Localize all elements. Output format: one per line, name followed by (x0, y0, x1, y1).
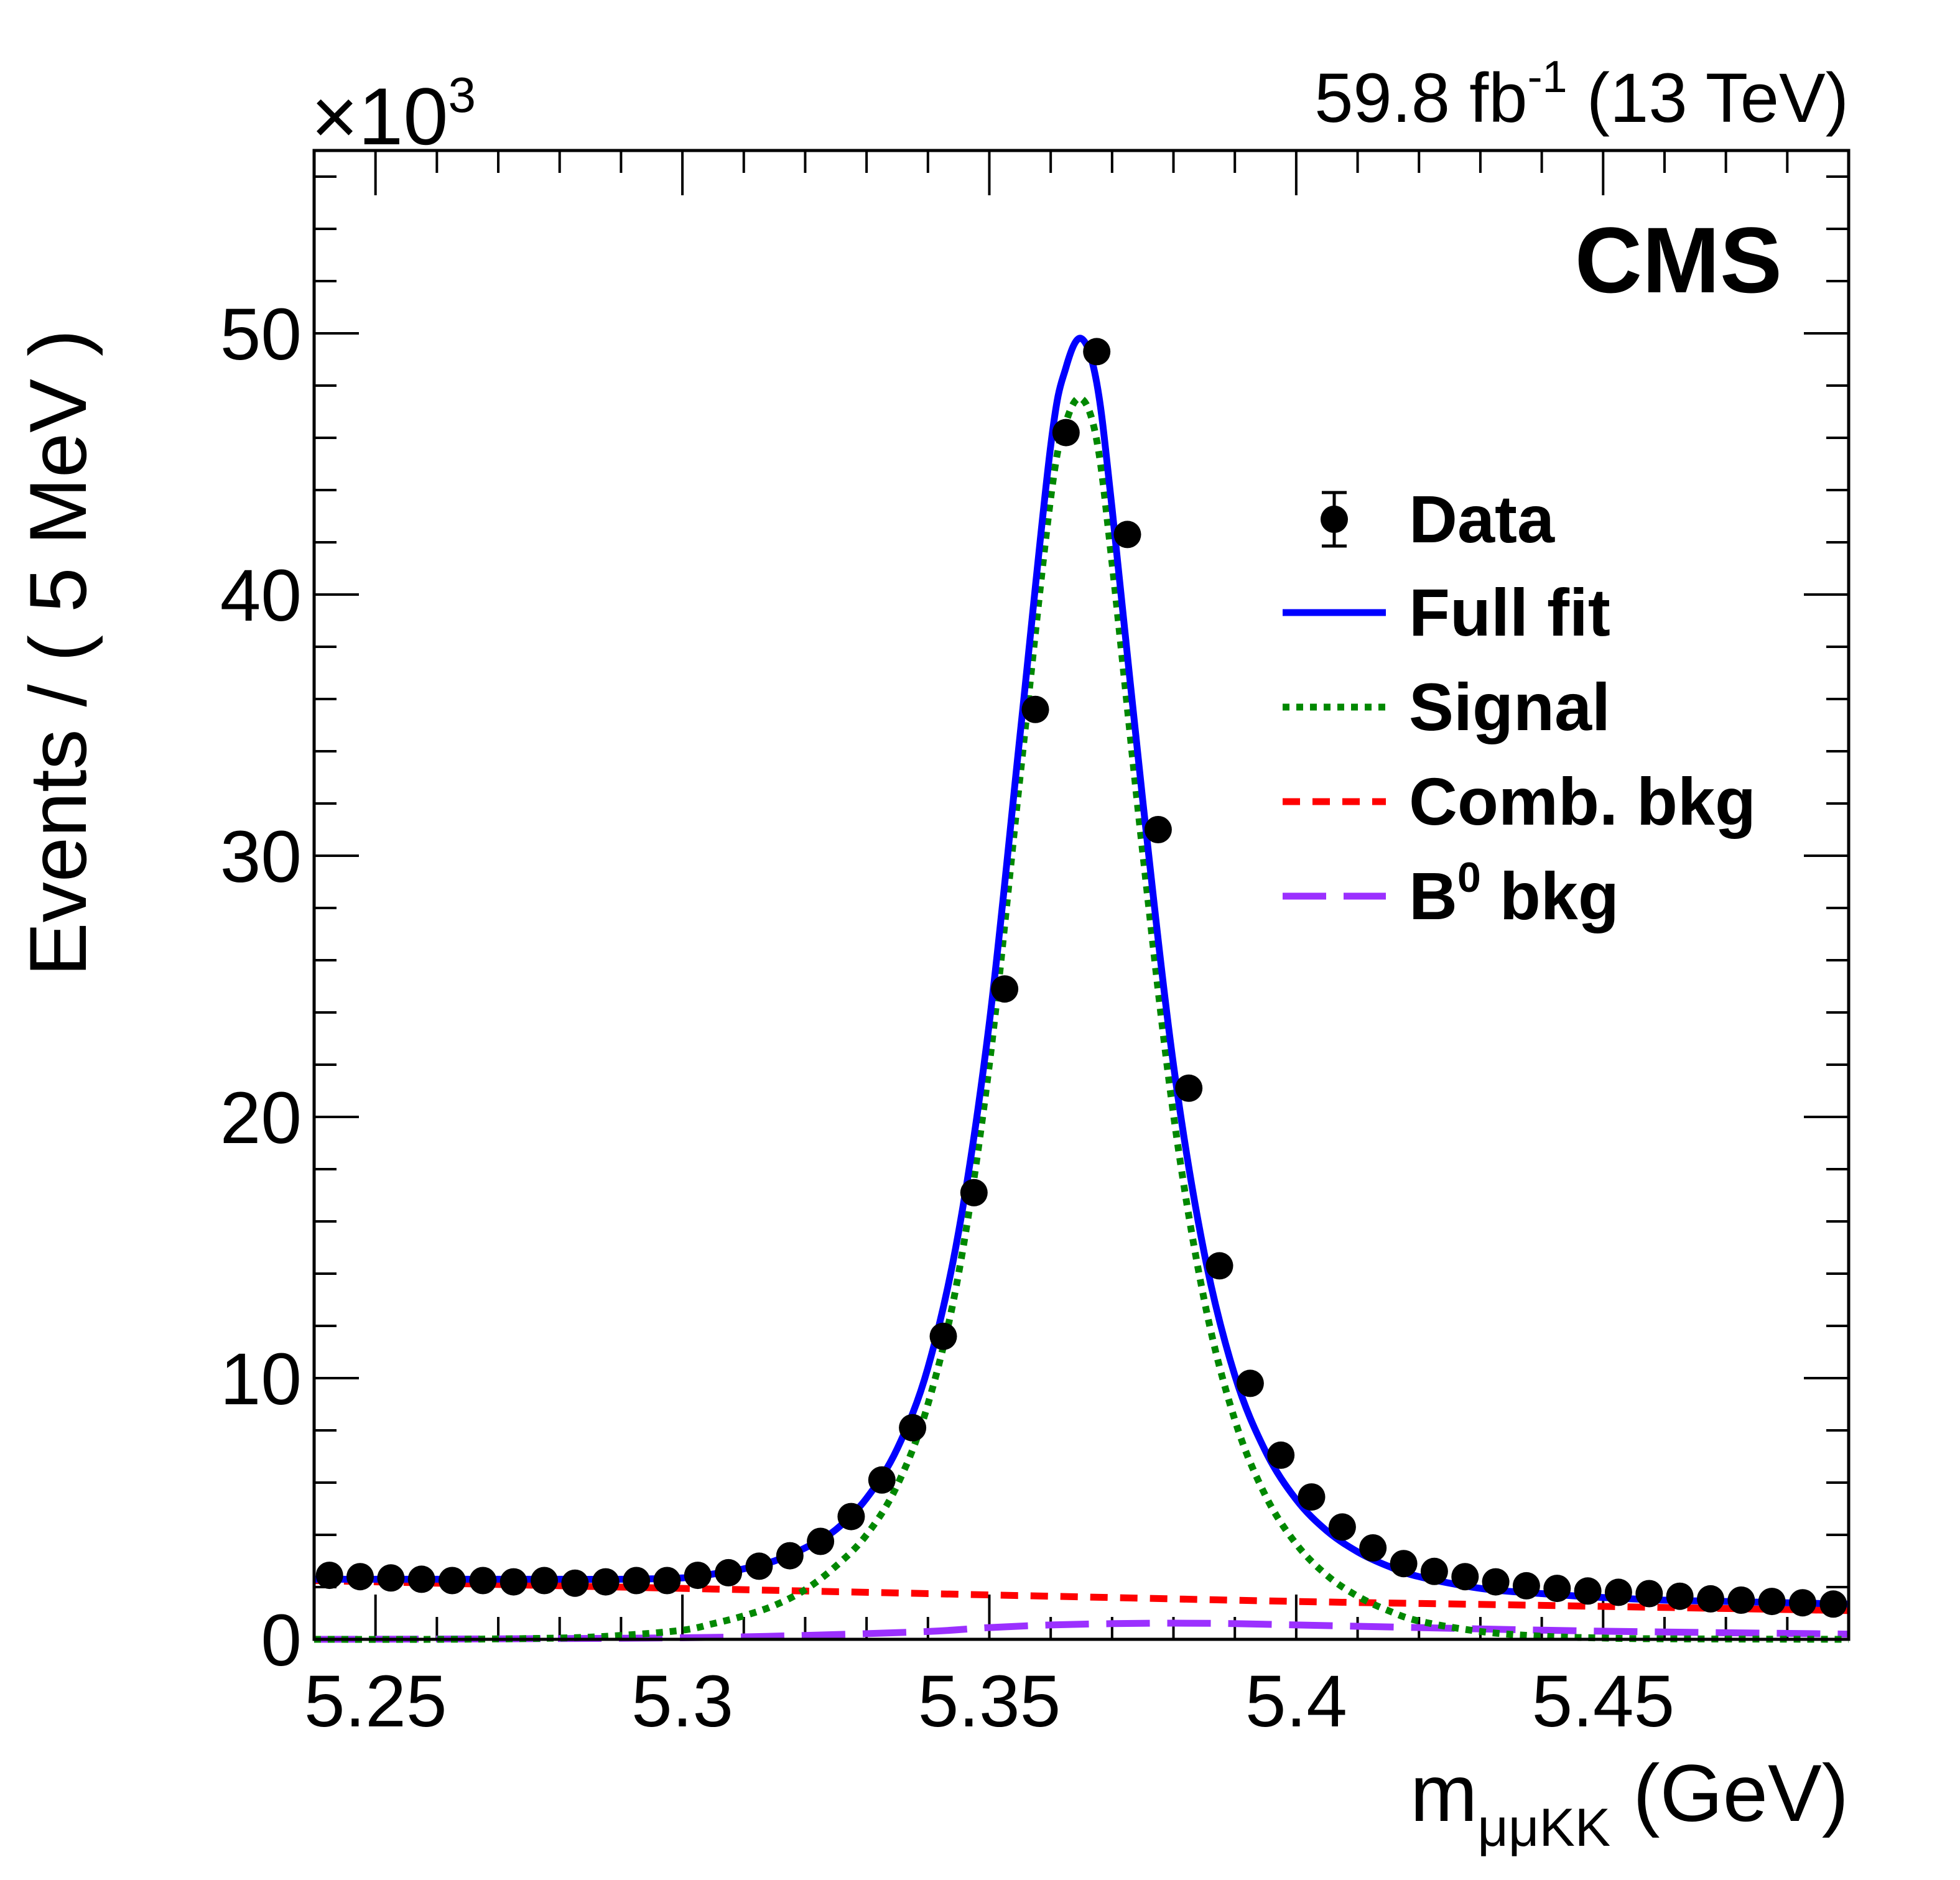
plot-frame (312, 149, 1851, 1641)
y-axis-title: Events / ( 5 MeV ) (12, 330, 103, 976)
comb-bkg-curve (314, 1577, 1849, 1614)
legend-entry-signal: Signal (1283, 669, 1610, 744)
legend-b0-bkg-label: B0 bkg (1409, 854, 1619, 933)
lumi-label: 59.8 fb-1 (13 TeV) (1314, 52, 1849, 137)
y-tick-label: 10 (220, 1338, 302, 1420)
data-point (1666, 1582, 1694, 1610)
legend: Data Full fit Signal Comb. bkg B0 bkg (1283, 481, 1756, 933)
data-point (1789, 1589, 1816, 1617)
x-tick-label: 5.25 (304, 1660, 447, 1743)
data-point (1420, 1557, 1448, 1585)
experiment-label: CMS (1575, 208, 1782, 312)
data-point (561, 1569, 589, 1597)
x-tick-label: 5.3 (631, 1660, 733, 1743)
legend-entry-b0-bkg: B0 bkg (1283, 854, 1619, 933)
data-point (776, 1542, 804, 1570)
data-point (1604, 1578, 1632, 1606)
y-multiplier: ×103 (311, 67, 476, 162)
data-point (469, 1567, 497, 1595)
data-point (1512, 1572, 1540, 1600)
data-point (1205, 1252, 1233, 1280)
full-fit-curve (314, 335, 1849, 1608)
x-axis-title: mμμKK (GeV) (1410, 1748, 1849, 1858)
y-tick-label: 30 (220, 816, 302, 898)
data-point (1359, 1534, 1387, 1562)
data-point (745, 1552, 773, 1580)
data-point (960, 1178, 988, 1206)
data-point (1113, 521, 1141, 549)
data-point (1298, 1483, 1326, 1511)
y-tick-label: 50 (220, 294, 302, 376)
axis-ticks (313, 150, 1850, 1641)
data-point (623, 1567, 651, 1595)
data-point (315, 1562, 343, 1590)
data-point (684, 1562, 712, 1590)
data-point (1021, 695, 1049, 723)
y-tick-label: 20 (220, 1077, 302, 1159)
data-point (929, 1322, 957, 1350)
legend-data-label: Data (1409, 481, 1555, 557)
y-tick-label: 40 (220, 555, 302, 637)
legend-full-fit-label: Full fit (1409, 575, 1610, 650)
data-point (991, 975, 1019, 1003)
data-point (1267, 1441, 1295, 1469)
data-point (868, 1466, 896, 1494)
data-point (1574, 1577, 1602, 1605)
data-point (1482, 1568, 1510, 1596)
x-tick-label: 5.45 (1531, 1660, 1674, 1743)
data-point (899, 1414, 927, 1442)
y-multiplier-exp: 3 (448, 67, 476, 123)
legend-data-marker (1321, 506, 1348, 533)
data-point (346, 1563, 374, 1591)
signal-curve (314, 394, 1849, 1643)
data-point (1635, 1580, 1663, 1608)
legend-comb-bkg-label: Comb. bkg (1409, 764, 1756, 839)
data-point (531, 1567, 558, 1595)
data-point (1727, 1586, 1755, 1614)
data-point (653, 1567, 681, 1595)
x-tick-label: 5.35 (918, 1660, 1061, 1743)
legend-entry-data: Data (1321, 481, 1555, 557)
data-point (1328, 1513, 1356, 1541)
data-point (837, 1503, 865, 1530)
data-point (592, 1568, 620, 1596)
data-point (1758, 1588, 1786, 1616)
legend-entry-comb-bkg: Comb. bkg (1283, 764, 1756, 839)
data-point (1083, 338, 1111, 366)
data-point (377, 1564, 405, 1592)
data-point (1451, 1563, 1479, 1591)
data-point (1236, 1369, 1264, 1397)
data-point (715, 1558, 743, 1586)
y-tick-label: 0 (261, 1600, 302, 1682)
legend-entry-full-fit: Full fit (1283, 575, 1610, 650)
x-tick-label: 5.4 (1245, 1660, 1347, 1743)
data-point (1543, 1575, 1571, 1603)
tick-labels: 5.25 5.3 5.35 5.4 5.45 0 10 20 30 40 50 (220, 294, 1674, 1743)
data-point (1697, 1585, 1724, 1613)
data-point (1052, 419, 1080, 447)
data-point (1175, 1074, 1203, 1102)
data-point (1819, 1590, 1847, 1618)
data-points (315, 338, 1847, 1618)
fit-curves (314, 335, 1849, 1643)
data-point (499, 1568, 527, 1596)
data-point (1144, 816, 1172, 843)
lumi-exp: -1 (1528, 52, 1568, 102)
data-point (439, 1567, 466, 1595)
data-point (407, 1565, 435, 1593)
legend-signal-label: Signal (1409, 669, 1610, 744)
data-point (807, 1527, 835, 1555)
data-point (1390, 1550, 1418, 1578)
